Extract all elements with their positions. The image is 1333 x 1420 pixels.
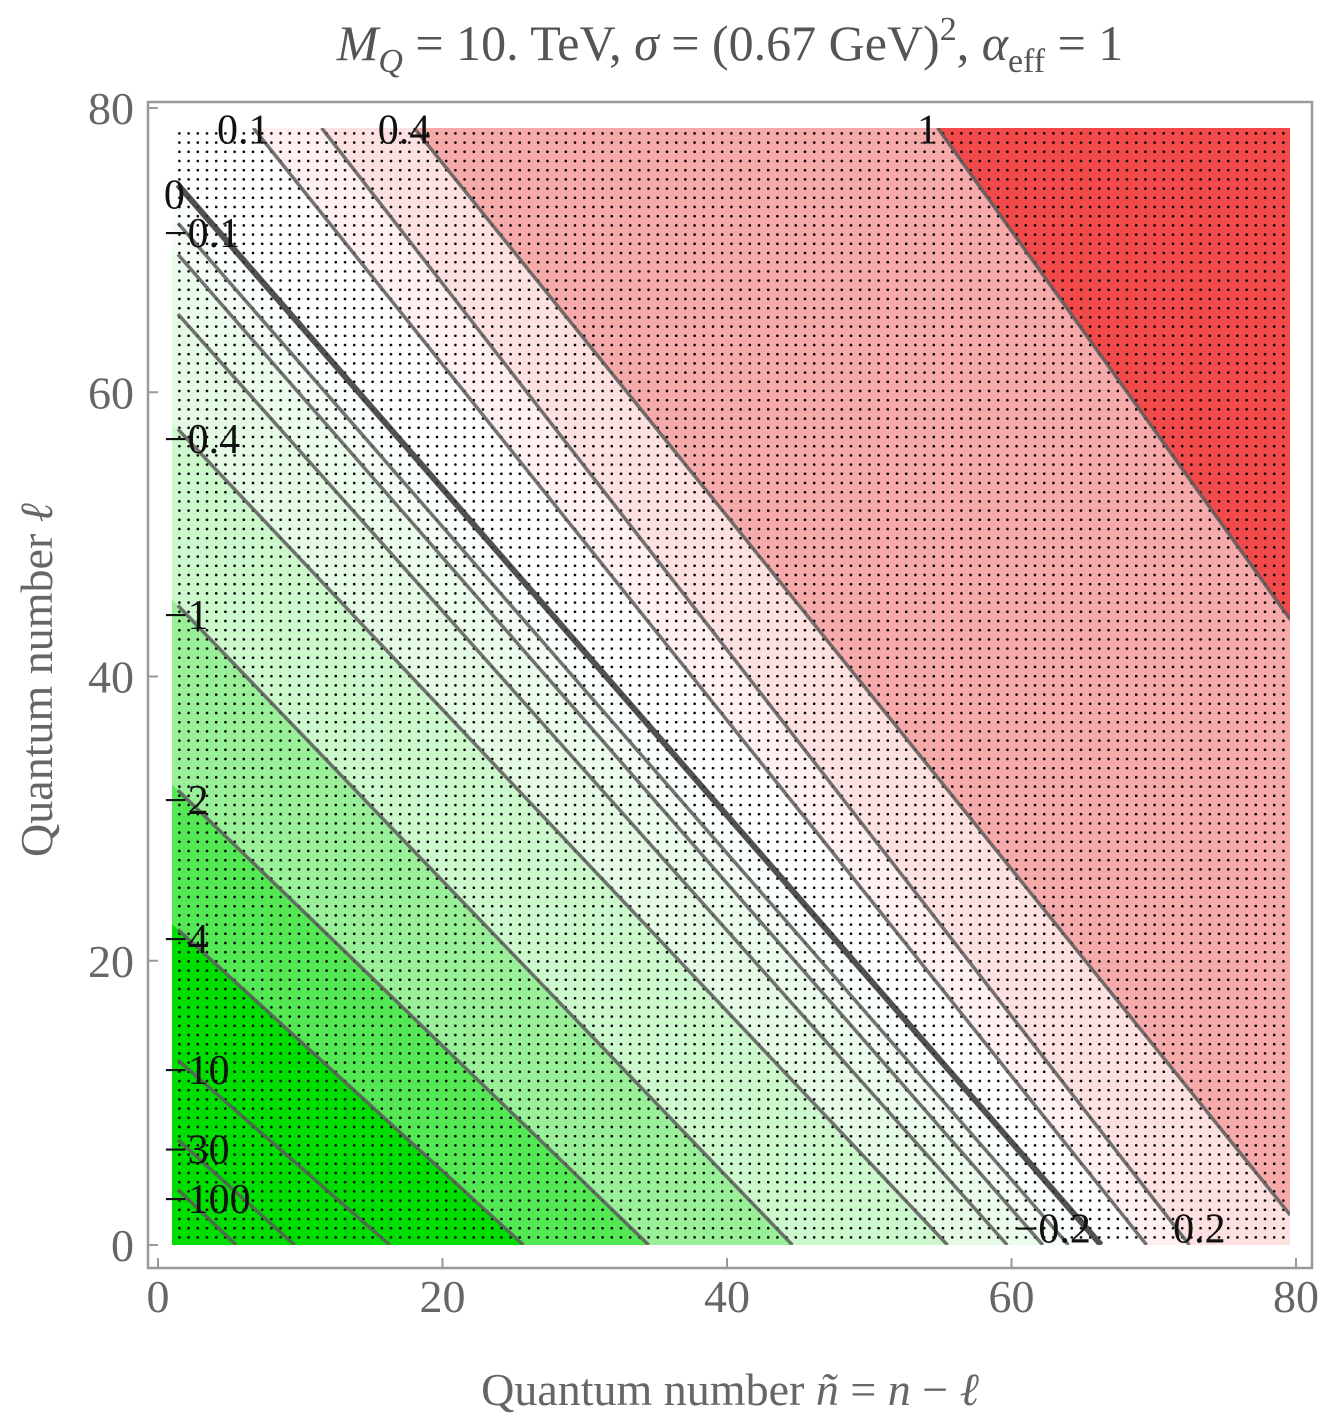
x-label-part: ñ xyxy=(816,1364,839,1415)
y-tick-label: 0 xyxy=(111,1220,134,1271)
title-part: σ xyxy=(634,15,661,71)
contour-line xyxy=(320,128,1191,1245)
contour-label: −0.1 xyxy=(164,211,240,257)
x-tick-label: 40 xyxy=(704,1271,750,1322)
contour-line xyxy=(176,253,1045,1245)
contour-line xyxy=(176,1138,296,1245)
title-part: α xyxy=(982,15,1010,71)
x-label-part: ℓ xyxy=(960,1364,980,1415)
title-part: = 1 xyxy=(1045,15,1123,71)
y-tick-label: 20 xyxy=(88,936,134,987)
contour-label: 1 xyxy=(917,108,938,154)
contour-line xyxy=(176,428,949,1245)
y-label-part: ℓ xyxy=(11,502,62,522)
contour-line xyxy=(176,312,1009,1245)
contour-line xyxy=(175,182,1104,1245)
contour-line xyxy=(176,788,650,1245)
contour-line xyxy=(936,128,1290,621)
y-axis-label: Quantum number ℓ xyxy=(11,502,62,857)
x-label-part: − xyxy=(911,1364,960,1415)
y-label-part: Quantum number xyxy=(11,522,62,857)
x-label-part: = xyxy=(839,1364,888,1415)
chart-title: MQ = 10. TeV, σ = (0.67 GeV)2, αeff = 1 xyxy=(336,11,1124,80)
overlay: −100−30−10−4−2−1−0.4−0.2−0.100.10.20.4 10… xyxy=(88,83,1319,1322)
title-part: 2 xyxy=(940,11,957,48)
title-part: eff xyxy=(1008,43,1046,80)
contour-label: 0.4 xyxy=(378,108,431,154)
title-part: M xyxy=(336,15,381,71)
contour-label: −0.4 xyxy=(164,417,240,463)
title-part: = 10. TeV, xyxy=(403,15,634,71)
dot-pattern xyxy=(172,128,1290,1245)
contour-line xyxy=(176,928,525,1245)
contour-label: −30 xyxy=(164,1127,230,1173)
contour-line xyxy=(176,221,1070,1245)
x-label-part: n xyxy=(888,1364,911,1415)
x-axis-label: Quantum number ñ = n − ℓ xyxy=(481,1364,980,1415)
title-part: Q xyxy=(378,43,403,80)
x-tick-label: 80 xyxy=(1273,1271,1319,1322)
x-tick-label: 0 xyxy=(147,1271,170,1322)
contour-label: −1 xyxy=(164,593,209,639)
contour-line xyxy=(176,1188,238,1245)
y-tick-label: 40 xyxy=(88,652,134,703)
title-part: = (0.67 GeV) xyxy=(659,15,940,71)
y-tick-label: 60 xyxy=(88,367,134,418)
contour-line xyxy=(412,128,1290,1217)
plot-frame xyxy=(146,100,1314,1270)
contour-line xyxy=(176,604,794,1245)
contour-label: −0.2 xyxy=(1015,1207,1091,1253)
contour-label: 0 xyxy=(164,172,185,218)
contour-label: −4 xyxy=(164,917,209,963)
contour-line xyxy=(251,128,1149,1245)
x-tick-label: 20 xyxy=(420,1271,466,1322)
contour-label: −10 xyxy=(164,1048,230,1094)
contour-label: −100 xyxy=(164,1177,251,1223)
x-label-part: Quantum number xyxy=(481,1364,816,1415)
title-part: , xyxy=(957,15,982,71)
contour-label: 0.1 xyxy=(217,108,270,154)
x-tick-label: 60 xyxy=(989,1271,1035,1322)
contour-label: −2 xyxy=(164,778,209,824)
contour-line xyxy=(176,1058,392,1245)
y-tick-label: 80 xyxy=(88,83,134,134)
plot-area xyxy=(172,128,1290,1245)
contour-label: 0.2 xyxy=(1173,1207,1226,1253)
